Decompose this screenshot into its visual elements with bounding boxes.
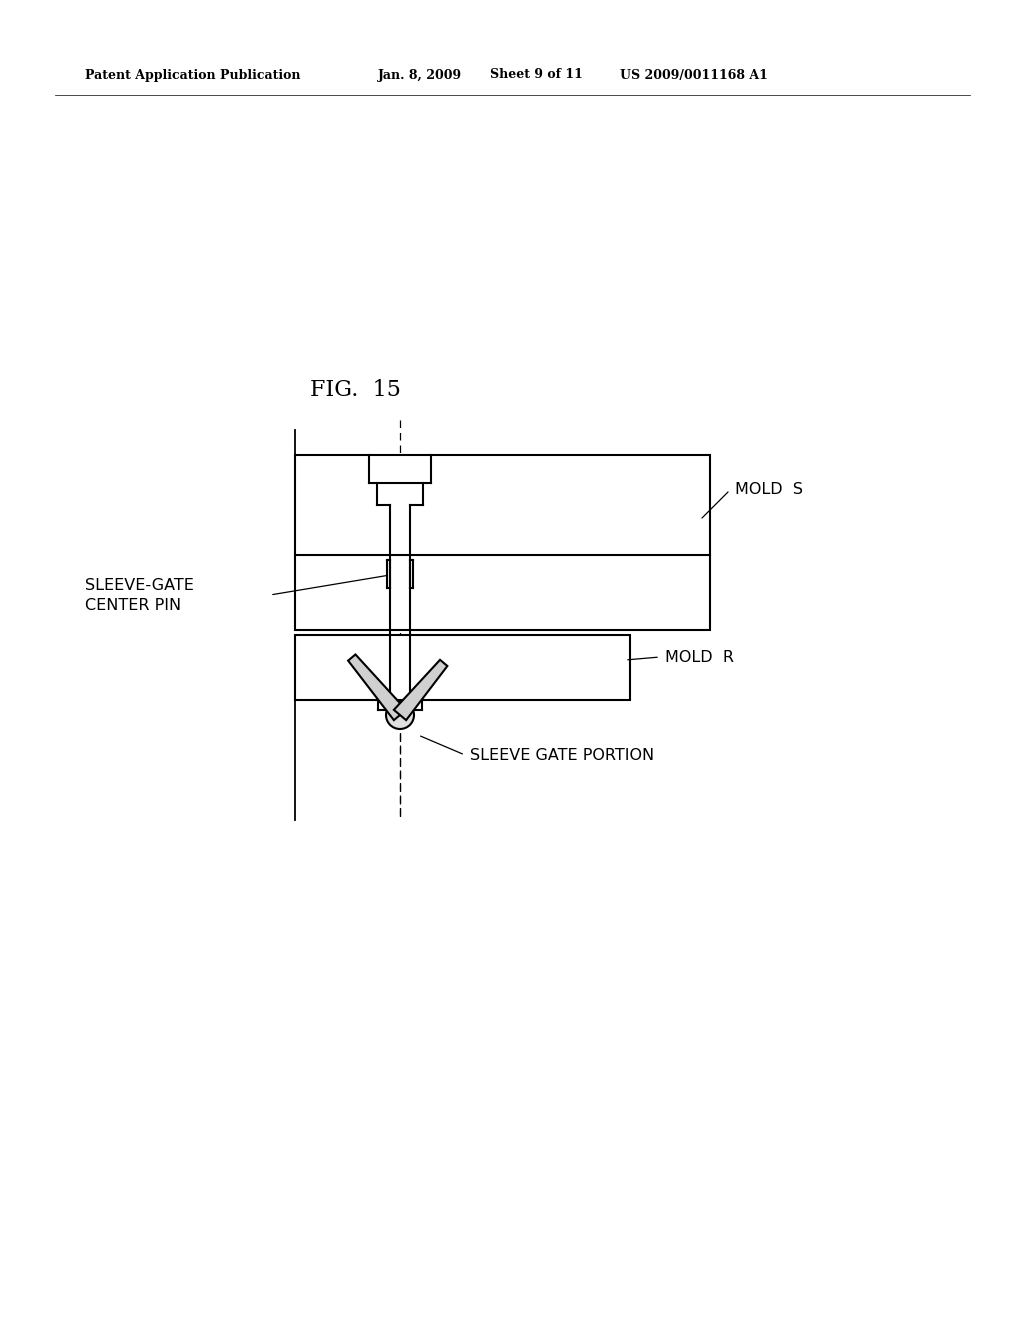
Text: Sheet 9 of 11: Sheet 9 of 11 [490,69,583,82]
Text: SLEEVE-GATE: SLEEVE-GATE [85,578,194,593]
Text: Patent Application Publication: Patent Application Publication [85,69,300,82]
Text: US 2009/0011168 A1: US 2009/0011168 A1 [620,69,768,82]
Polygon shape [394,660,447,721]
Bar [295,455,710,630]
Text: MOLD  R: MOLD R [665,649,734,664]
Circle shape [386,701,414,729]
Text: FIG.  15: FIG. 15 [310,379,400,401]
Bar [295,635,630,700]
Polygon shape [348,655,407,721]
Text: MOLD  S: MOLD S [735,483,803,498]
Text: SLEEVE GATE PORTION: SLEEVE GATE PORTION [470,747,654,763]
Text: CENTER PIN: CENTER PIN [85,598,181,612]
Text: Jan. 8, 2009: Jan. 8, 2009 [378,69,462,82]
